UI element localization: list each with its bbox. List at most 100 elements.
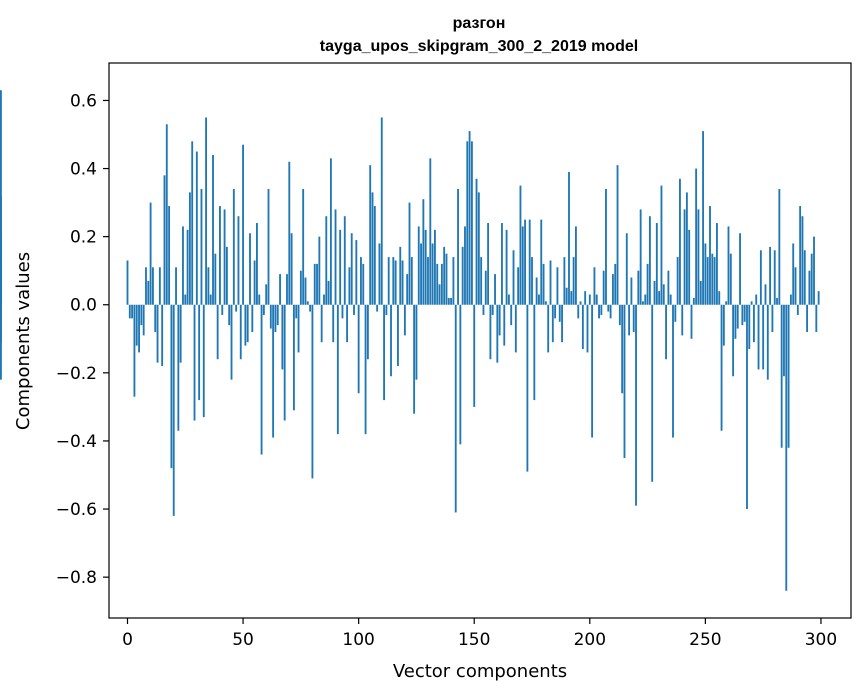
bar-87 [327,280,330,305]
bar-171 [521,226,524,305]
bar-71 [290,233,293,305]
bar-129 [424,229,427,305]
y-axis-label: Components values [13,252,34,430]
bar-199 [586,304,589,353]
bar-67 [281,304,284,370]
bar-105 [369,165,372,305]
bar-108 [376,304,379,312]
bar-124 [413,304,416,414]
bar-30 [195,151,198,305]
bar-233 [665,304,667,360]
bar-296 [810,253,813,305]
bar-175 [531,257,533,305]
bar-125 [415,304,418,380]
bar-59 [262,304,265,315]
bar-122 [408,202,411,305]
plot-area-frame [108,62,852,619]
bar-103 [364,304,367,435]
bar-267 [743,304,746,322]
bar-18 [168,206,171,305]
bar-266 [741,304,744,326]
bar-98 [353,304,355,315]
bar-198 [584,291,587,305]
bar-49 [239,304,242,360]
bar-259 [725,301,728,305]
bar-168 [514,304,517,353]
bar-111 [383,304,385,401]
bar-62 [269,304,272,329]
x-tick-label: 150 [458,630,490,650]
bar-88 [329,158,332,305]
bar-79 [309,304,312,312]
bar-152 [477,192,480,305]
bar-226 [648,216,651,305]
bar-63 [272,304,275,438]
bar-65 [276,304,279,326]
bar-282 [778,188,781,305]
bar-15 [161,304,164,367]
bar-151 [475,178,478,305]
bar-281 [776,297,778,305]
bar-135 [438,284,441,305]
bar-14 [158,267,161,305]
bar-61 [267,188,270,305]
bar-76 [302,188,305,305]
chart-title: разгон [453,15,506,32]
bar-211 [614,263,617,305]
bar-256 [718,291,721,305]
bar-143 [457,188,459,305]
bar-131 [429,158,432,305]
bar-5 [138,304,140,353]
bar-225 [646,263,649,305]
bar-undefined [0,304,2,343]
bar-2 [131,304,134,319]
bar-290 [796,304,799,315]
bar-162 [501,223,503,305]
bar-91 [336,304,339,435]
bar-218 [630,277,633,305]
bar-283 [780,304,783,448]
bar-136 [440,263,443,305]
bar-180 [542,263,545,305]
bar-118 [399,246,402,305]
bar-277 [766,304,769,380]
bar-80 [311,304,314,479]
bar-17 [165,124,168,305]
bar-34 [205,117,208,305]
bar-42 [223,209,226,305]
bar-57 [258,294,261,305]
bar-161 [498,304,501,336]
bar-265 [739,233,741,305]
bar-243 [688,229,691,305]
x-tick-label: 300 [805,630,837,650]
bar-213 [618,304,621,326]
bar-25 [184,294,187,305]
bar-188 [561,304,563,343]
bar-208 [607,304,610,312]
bar-286 [787,304,790,448]
bar-179 [540,219,543,305]
bar-239 [679,178,681,305]
bar-32 [200,188,203,305]
bar-94 [343,216,346,305]
bar-293 [803,250,806,305]
bar-81 [313,263,316,305]
bar-0 [126,260,129,305]
bar-167 [512,250,515,305]
bar-273 [757,304,760,370]
bar-194 [575,226,577,305]
bar-undefined [0,304,2,380]
bar-127 [420,243,422,305]
bar-254 [713,257,716,305]
bar-159 [494,274,496,305]
bar-178 [538,294,540,305]
bar-56 [256,223,258,305]
x-tick-label: 250 [689,630,721,650]
bar-249 [702,131,704,305]
bar-150 [473,304,476,407]
bar-190 [565,287,568,305]
bar-145 [461,246,464,305]
bar-48 [237,216,240,305]
